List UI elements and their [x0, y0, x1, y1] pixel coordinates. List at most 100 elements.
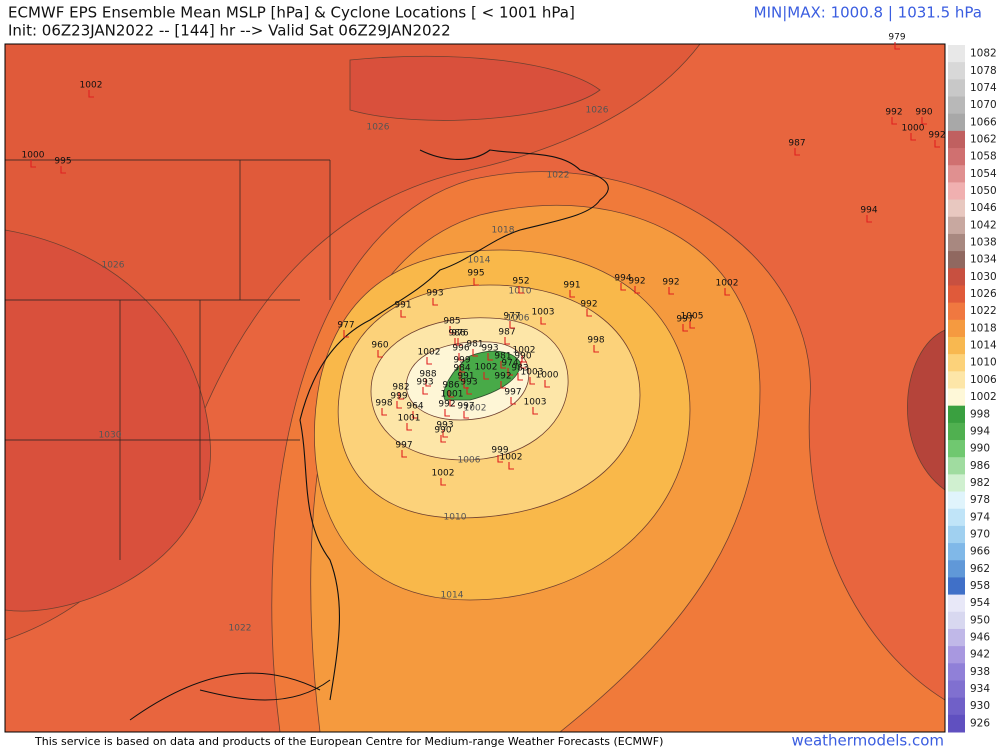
- colorbar-label: 950: [970, 614, 990, 626]
- cyclone-marker: [449, 399, 455, 407]
- colorbar-label: 1006: [970, 374, 997, 386]
- colorbar-swatch: [948, 285, 965, 304]
- cyclone-marker: [442, 430, 448, 438]
- colorbar-label: 1066: [970, 116, 997, 128]
- cyclone-label: 993: [426, 289, 443, 299]
- colorbar-label: 1010: [970, 357, 997, 369]
- cyclone-label: 993: [436, 421, 453, 431]
- cyclone-marker: [412, 411, 418, 419]
- colorbar-label: 1050: [970, 185, 997, 197]
- cyclone-marker: [449, 326, 455, 334]
- cyclone-marker: [634, 286, 640, 294]
- cyclone-label: 994: [614, 274, 631, 284]
- cyclone-marker: [517, 373, 523, 381]
- cyclone-label: 1002: [475, 363, 498, 373]
- cyclone-marker: [398, 392, 404, 400]
- cyclone-label: 1002: [500, 453, 523, 463]
- colorbar-label: 1058: [970, 151, 997, 163]
- cyclone-marker: [400, 310, 406, 318]
- cyclone-marker: [668, 287, 674, 295]
- cyclone-marker: [520, 361, 526, 369]
- cyclone-marker: [473, 278, 479, 286]
- contour-label: 1030: [99, 431, 122, 441]
- colorbar-label: 986: [970, 460, 990, 472]
- cyclone-marker: [510, 397, 516, 405]
- cyclone-label: 988: [419, 370, 436, 380]
- contour-label: 1014: [468, 256, 491, 266]
- cyclone-label: 977: [337, 321, 354, 331]
- colorbar-label: 954: [970, 597, 990, 609]
- cyclone-marker: [432, 298, 438, 306]
- cyclone-marker: [381, 408, 387, 416]
- colorbar-swatch: [948, 62, 965, 80]
- colorbar-swatch: [948, 422, 965, 441]
- colorbar-label: 1082: [970, 48, 997, 60]
- colorbar-swatch: [948, 405, 965, 424]
- colorbar-swatch: [948, 148, 965, 166]
- colorbar-label: 946: [970, 632, 990, 644]
- cyclone-label: 999: [453, 356, 470, 366]
- cyclone-label: 992: [438, 400, 455, 410]
- cyclone-label: 1001: [441, 390, 464, 400]
- cyclone-label: 960: [371, 341, 388, 351]
- cyclone-marker: [866, 215, 872, 223]
- colorbar-swatch: [948, 697, 965, 716]
- colorbar-swatch: [948, 371, 965, 389]
- colorbar-label: 1078: [970, 65, 997, 77]
- colorbar-label: 1062: [970, 133, 997, 145]
- cyclone-marker: [463, 411, 469, 419]
- cyclone-marker: [466, 387, 472, 395]
- cyclone-marker: [377, 350, 383, 358]
- contour-label: 1010: [509, 287, 532, 297]
- cyclone-label: 1005: [681, 312, 704, 322]
- init-line: Init: 06Z23JAN2022 -- [144] hr --> Valid…: [8, 22, 451, 40]
- contour-label: 1022: [547, 171, 570, 181]
- cyclone-marker: [521, 355, 527, 363]
- colorbar-label: 990: [970, 443, 990, 455]
- cyclone-marker: [544, 380, 550, 388]
- contour-label: 1014: [441, 591, 464, 601]
- cyclone-label: 976: [451, 329, 468, 339]
- cyclone-label: 999: [491, 446, 508, 456]
- cyclone-marker: [682, 324, 688, 332]
- colorbar-swatch: [948, 594, 965, 613]
- cyclone-marker: [483, 372, 489, 380]
- colorbar-label: 1014: [970, 340, 997, 352]
- cyclone-label: 991: [457, 372, 474, 382]
- cyclone-marker: [396, 401, 402, 409]
- cyclone-label: 997: [457, 402, 474, 412]
- colorbar-label: 966: [970, 546, 990, 558]
- cyclone-marker: [472, 349, 478, 357]
- contour-label: 1006: [507, 314, 530, 324]
- cyclone-marker: [454, 338, 460, 346]
- cyclone-label: 994: [860, 206, 877, 216]
- cyclone-label: 1002: [716, 279, 739, 289]
- cyclone-marker: [30, 160, 36, 168]
- cyclone-marker: [507, 368, 513, 376]
- contour-label: 1022: [229, 624, 252, 634]
- cyclone-marker: [458, 353, 464, 361]
- colorbar-label: 1054: [970, 168, 997, 180]
- cyclone-label: 997: [395, 441, 412, 451]
- cyclone-label: 1003: [524, 398, 547, 408]
- colorbar-swatch: [948, 45, 965, 63]
- cyclone-marker: [343, 330, 349, 338]
- colorbar-label: 1038: [970, 237, 997, 249]
- colorbar-label: 1074: [970, 82, 997, 94]
- colorbar-label: 1034: [970, 254, 997, 266]
- colorbar-swatch: [948, 663, 965, 681]
- cyclone-marker: [425, 379, 431, 387]
- cyclone-label: 987: [788, 139, 805, 149]
- colorbar-label: 998: [970, 408, 990, 420]
- cyclone-marker: [508, 462, 514, 470]
- colorbar-swatch: [948, 457, 965, 475]
- colorbar-swatch: [948, 474, 965, 493]
- cyclone-label: 992: [885, 108, 902, 118]
- colorbar-swatch: [948, 165, 965, 183]
- cyclone-label: 997: [504, 388, 521, 398]
- cyclone-marker: [921, 117, 927, 125]
- cyclone-marker: [529, 377, 535, 385]
- colorbar-swatch: [948, 577, 965, 596]
- cyclone-label: 987: [498, 328, 515, 338]
